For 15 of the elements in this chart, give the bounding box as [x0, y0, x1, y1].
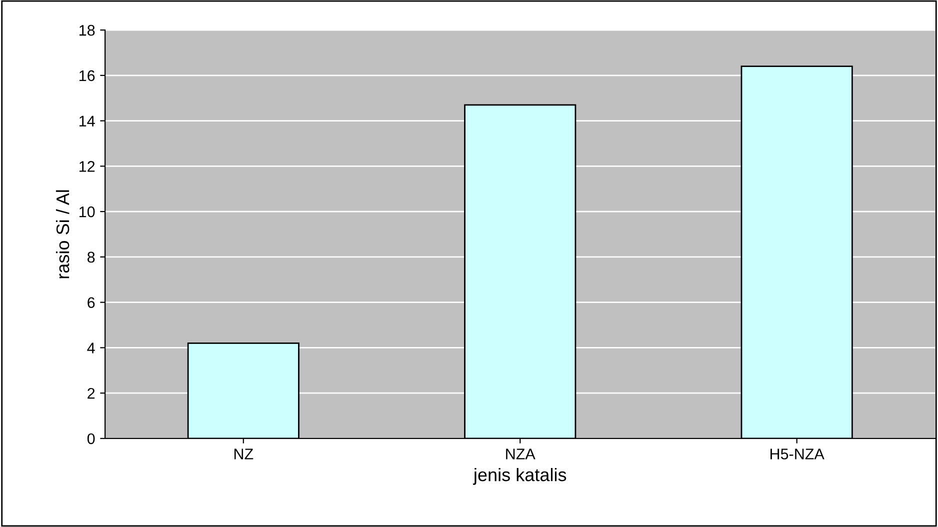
y-axis-title: rasio Si / Al: [56, 190, 70, 278]
x-tick-label: H5-NZA: [770, 448, 824, 460]
y-tick-label: 18: [80, 24, 95, 36]
y-tick-label: 16: [80, 70, 95, 82]
y-tick-label: 0: [87, 433, 95, 444]
y-tick-label: 12: [80, 161, 95, 172]
x-axis-title: jenis katalis: [473, 468, 566, 485]
y-tick-label: 2: [88, 388, 95, 399]
y-tick-label: 8: [88, 252, 95, 263]
x-tick-label: NZ: [234, 448, 254, 460]
y-tick-label: 4: [87, 342, 95, 354]
y-tick-label: 6: [88, 297, 95, 308]
x-tick-label: NZA: [506, 448, 536, 460]
y-tick-label: 14: [80, 116, 95, 126]
y-tick-label: 10: [80, 206, 95, 218]
